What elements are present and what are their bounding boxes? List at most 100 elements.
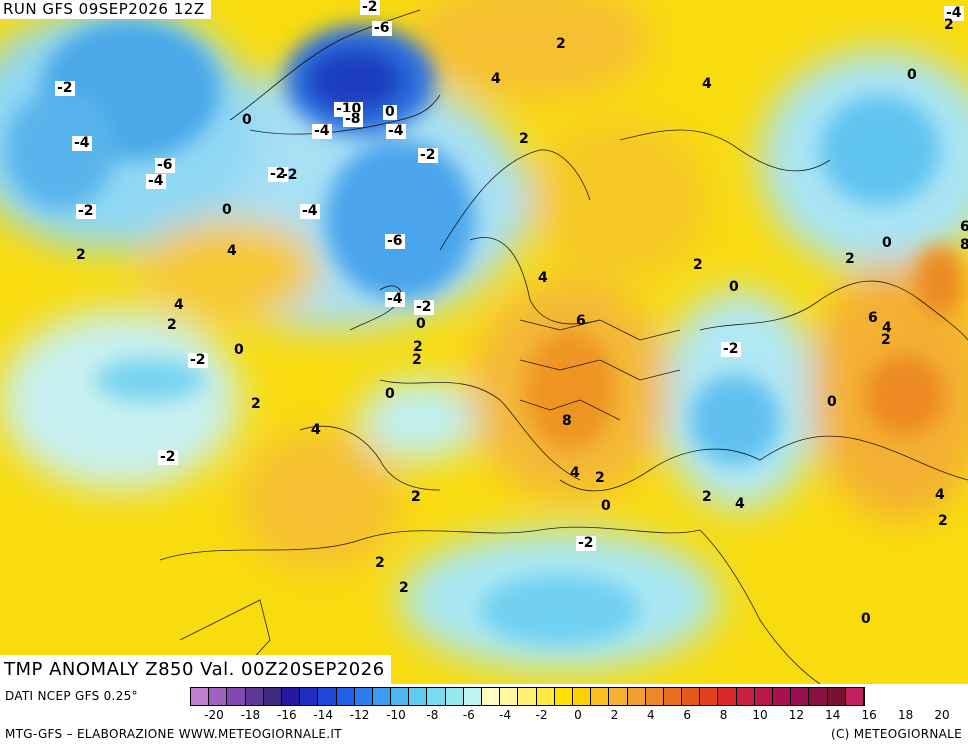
contour-label: -4 — [944, 5, 964, 21]
legend-tick-label: -4 — [499, 708, 512, 722]
contour-label: 0 — [416, 316, 426, 332]
color-scale-bar — [190, 687, 865, 706]
contour-label: 0 — [729, 279, 739, 295]
legend-swatch — [427, 688, 446, 705]
contour-label: 2 — [411, 489, 421, 505]
contour-label: -2 — [576, 535, 596, 551]
legend-swatch — [518, 688, 537, 705]
legend-swatch — [318, 688, 337, 705]
contour-label: 4 — [311, 422, 321, 438]
legend-swatch — [227, 688, 246, 705]
legend-swatch — [591, 688, 610, 705]
legend-swatch — [372, 688, 392, 705]
legend-swatch — [409, 688, 428, 705]
legend-swatch — [263, 688, 282, 705]
contour-label: 0 — [861, 611, 871, 627]
contour-label: -2 — [414, 299, 434, 315]
contour-label: 6 — [868, 310, 878, 326]
contour-label: -6 — [372, 20, 392, 36]
legend-swatch — [445, 688, 464, 705]
legend-swatch — [463, 688, 482, 705]
contour-label: 4 — [735, 496, 745, 512]
legend-swatch — [754, 688, 773, 705]
data-source-label: DATI NCEP GFS 0.25° — [5, 689, 138, 703]
legend-tick-label: -2 — [535, 708, 548, 722]
contour-label: -4 — [72, 135, 92, 151]
legend-tick-label: 6 — [683, 708, 692, 722]
legend-tick-label: 10 — [752, 708, 768, 722]
legend-swatch — [572, 688, 592, 705]
legend-swatch — [663, 688, 683, 705]
contour-label: 4 — [174, 297, 184, 313]
legend-tick-label: 14 — [825, 708, 841, 722]
legend-tick-label: -12 — [349, 708, 370, 722]
contour-label: -2 — [721, 341, 741, 357]
legend-swatch — [281, 688, 301, 705]
legend-swatch — [645, 688, 664, 705]
run-title: RUN GFS 09SEP2026 12Z — [0, 0, 211, 19]
contour-label: 2 — [399, 580, 409, 596]
contour-label: -2 — [418, 147, 438, 163]
contour-label: 0 — [242, 112, 252, 128]
contour-label: -4 — [312, 123, 332, 139]
legend-tick-label: 4 — [646, 708, 655, 722]
contour-label: 2 — [519, 131, 529, 147]
contour-label: 2 — [251, 396, 261, 412]
credit-left: MTG-GFS – ELABORAZIONE WWW.METEOGIORNALE… — [5, 727, 342, 741]
legend-swatch — [773, 688, 792, 705]
legend-swatch — [627, 688, 646, 705]
legend-swatch — [791, 688, 810, 705]
contour-label: 0 — [827, 394, 837, 410]
legend-swatch — [827, 688, 846, 705]
contour-label: 2 — [375, 555, 385, 571]
contour-label: 2 — [881, 332, 891, 348]
legend-swatch — [354, 688, 373, 705]
contour-label: -2 — [158, 449, 178, 465]
credit-right: (C) METEOGIORNALE — [830, 727, 962, 741]
legend-swatch — [391, 688, 410, 705]
contour-label: -2 — [282, 167, 298, 183]
contour-label: -4 — [300, 203, 320, 219]
contour-label: 2 — [76, 247, 86, 263]
legend-swatch — [554, 688, 573, 705]
anomaly-map: RUN GFS 09SEP2026 12Z -2 -6 -4 -10 -8 0 … — [0, 0, 968, 684]
legend-swatch — [209, 688, 228, 705]
legend-swatch — [482, 688, 501, 705]
legend-tick-label: 18 — [897, 708, 914, 722]
contour-label: 4 — [570, 465, 580, 481]
contour-label: 2 — [702, 489, 712, 505]
contour-label: -4 — [146, 173, 166, 189]
contour-label: -6 — [155, 157, 175, 173]
legend-footer: DATI NCEP GFS 0.25° -20 -18 -16 -14 -12 -10 -8… — [0, 684, 968, 745]
legend-swatch — [736, 688, 755, 705]
contour-label: 8 — [960, 237, 968, 253]
contour-label: 2 — [411, 489, 421, 505]
contour-label: 0 — [222, 202, 232, 218]
contour-label: 2 — [412, 352, 422, 368]
legend-tick-label: 2 — [610, 708, 619, 722]
legend-tick-label: -20 — [204, 708, 224, 722]
legend-tick-label: 12 — [788, 708, 805, 722]
legend-tick-label: 16 — [861, 708, 877, 722]
contour-label: -2 — [55, 80, 75, 96]
contour-label: -4 — [386, 123, 406, 139]
legend-swatch — [245, 688, 264, 705]
legend-swatch — [300, 688, 319, 705]
contour-label: 4 — [935, 487, 945, 503]
legend-swatch — [500, 688, 519, 705]
contour-label: 0 — [234, 342, 244, 358]
contour-label: -2 — [188, 352, 208, 368]
legend-tick-label: 20 — [934, 708, 950, 722]
contour-label: 4 — [491, 71, 501, 87]
legend-swatch — [191, 688, 210, 705]
contour-label: 2 — [845, 251, 855, 267]
legend-swatch — [700, 688, 719, 705]
contour-label: 0 — [882, 235, 892, 251]
contour-label: 8 — [562, 413, 572, 429]
legend-swatch — [609, 688, 628, 705]
contour-label: -6 — [385, 233, 405, 249]
contour-label: 0 — [601, 498, 611, 514]
contour-label: -4 — [385, 291, 405, 307]
contour-label: 0 — [383, 104, 397, 120]
contour-label: -2 — [360, 0, 380, 15]
